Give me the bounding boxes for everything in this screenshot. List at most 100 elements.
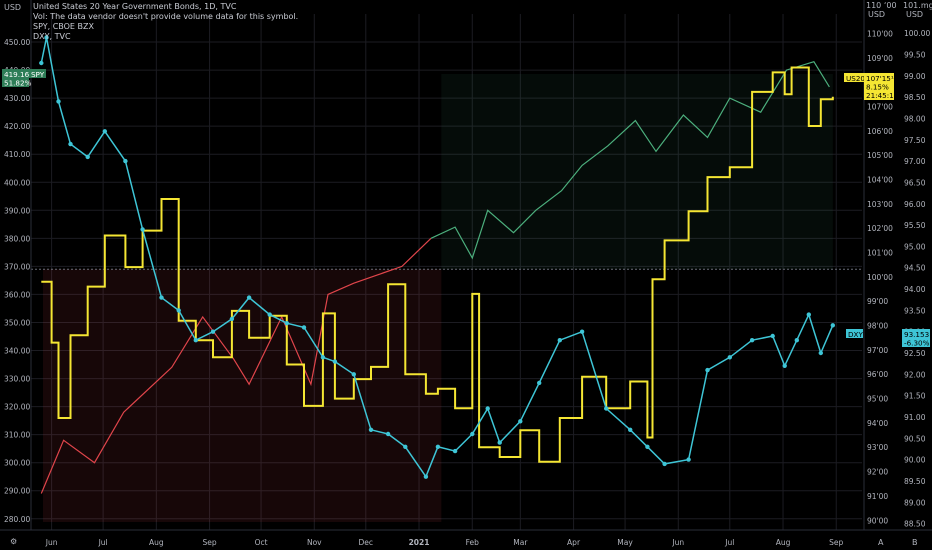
dxy-point <box>246 295 252 300</box>
us20-line <box>41 66 834 463</box>
legend-us20[interactable]: United States 20 Year Government Bonds, … <box>33 2 237 11</box>
mid-axis-unit-bottom: USD <box>868 10 886 19</box>
us20-value-badge-text-2: 21:45:18 <box>866 91 899 100</box>
dxy-markers <box>39 35 835 479</box>
settings-icon[interactable]: ⚙ <box>10 537 18 546</box>
dxy-symbol-badge-text-0: DXY <box>848 330 863 339</box>
dxy-value-badge: 93.153-6.30% <box>902 329 930 348</box>
mid-tick-label: 90'00 <box>867 516 888 525</box>
x-tick-label: Aug <box>149 538 164 547</box>
dxy-point <box>267 312 272 317</box>
dxy-point <box>662 461 667 467</box>
mid-tick-label: 106'00 <box>867 127 893 136</box>
legend-volume: Vol: The data vendor doesn't provide vol… <box>33 12 299 21</box>
left-tick-label: 430.00 <box>4 94 30 103</box>
dxy-symbol-badge: DXY <box>846 329 863 339</box>
mid-tick-label: 99'00 <box>867 297 888 306</box>
dxy-point <box>727 355 732 360</box>
mid-tick-label: 102'00 <box>867 224 893 233</box>
right-tick-label: 100.00 <box>904 29 930 38</box>
scale-button[interactable]: B <box>912 538 918 547</box>
left-tick-label: 420.00 <box>4 122 30 131</box>
far-right-unit-top: 101.mg <box>903 1 932 10</box>
right-tick-label: 92.00 <box>904 370 926 379</box>
dxy-point <box>320 355 326 360</box>
dxy-point <box>140 227 145 232</box>
mid-tick-label: 101'00 <box>867 249 893 258</box>
legend-dxy[interactable]: DXY, TVC <box>33 32 71 41</box>
auto-scale-button[interactable]: A <box>878 538 884 547</box>
spy-above-fill <box>441 74 833 270</box>
dxy-point <box>518 419 523 424</box>
right-tick-label: 98.00 <box>904 114 926 123</box>
left-tick-label: 330.00 <box>4 375 30 384</box>
us20-value-badge-text-0: 107'15¹4 <box>866 74 899 83</box>
right-tick-label: 99.50 <box>904 51 926 60</box>
x-tick-label: Jul <box>98 538 108 547</box>
mid-tick-label: 100'00 <box>867 273 893 282</box>
dxy-point <box>332 359 338 364</box>
mid-tick-label: 95'00 <box>867 395 888 404</box>
left-tick-label: 380.00 <box>4 234 30 243</box>
spy-value-badge-text-0: 419.16 <box>4 70 30 79</box>
dxy-value-badge-text-1: -6.30% <box>904 339 930 348</box>
mid-tick-label: 104'00 <box>867 176 893 185</box>
x-tick-label: May <box>617 538 633 547</box>
mid-tick-label: 105'00 <box>867 151 893 160</box>
dxy-point <box>385 431 391 437</box>
right-tick-label: 94.00 <box>904 285 926 294</box>
mid-tick-label: 110'00 <box>867 29 893 38</box>
right-tick-label: 96.50 <box>904 178 926 187</box>
dxy-point <box>628 427 633 432</box>
x-tick-label: Apr <box>567 538 581 547</box>
dxy-symbol-badge-bg <box>846 329 863 338</box>
left-tick-label: 360.00 <box>4 290 30 299</box>
left-tick-label: 340.00 <box>4 347 30 356</box>
spy-line-up <box>430 60 830 260</box>
grid <box>31 14 862 530</box>
spy-symbol-badge-text-0: SPY <box>31 70 45 79</box>
dxy-value-badge-text-0: 93.153 <box>904 330 929 339</box>
dxy-point <box>301 325 307 330</box>
mid-tick-label: 107'00 <box>867 102 893 111</box>
right-tick-label: 97.50 <box>904 136 926 145</box>
dxy-point <box>537 380 542 386</box>
dxy-point <box>818 350 823 356</box>
right-tick-label: 91.50 <box>904 392 926 401</box>
dxy-point <box>210 329 216 334</box>
x-tick-label: Sep <box>829 538 843 547</box>
right-tick-label: 91.00 <box>904 413 926 422</box>
spy-value-badge-bg <box>2 69 29 87</box>
left-tick-label: 290.00 <box>4 487 30 496</box>
dxy-point <box>39 60 44 66</box>
dxy-point <box>645 444 650 449</box>
chart-legend: United States 20 Year Government Bonds, … <box>33 2 298 42</box>
dxy-point <box>686 457 691 462</box>
dxy-point <box>423 474 429 479</box>
mid-axis-unit-top: 110 ‘00 <box>866 1 897 10</box>
mid-tick-label: 97'00 <box>867 346 888 355</box>
legend-spy[interactable]: SPY, CBOE BZX <box>33 22 94 31</box>
spy-symbol-badge: SPY <box>29 69 46 79</box>
left-tick-label: 300.00 <box>4 459 30 468</box>
spy-symbol-badge-bg <box>29 69 46 78</box>
mid-tick-label: 91'00 <box>867 492 888 501</box>
us20-symbol-badge: US20 <box>844 73 865 83</box>
right-tick-label: 90.50 <box>904 434 926 443</box>
dxy-point <box>176 308 181 313</box>
dxy-point <box>68 141 73 147</box>
dxy-point <box>557 338 562 343</box>
left-tick-label: 450.00 <box>4 38 30 47</box>
right-tick-label: 93.50 <box>904 306 926 315</box>
dxy-point <box>351 372 356 377</box>
mid-tick-label: 94'00 <box>867 419 888 428</box>
right-tick-label: 95.50 <box>904 221 926 230</box>
dxy-point <box>470 431 475 437</box>
right-tick-label: 92.50 <box>904 349 926 358</box>
mid-tick-label: 109'00 <box>867 54 893 63</box>
x-tick-label: Mar <box>513 538 528 547</box>
x-tick-label: Jul <box>724 538 734 547</box>
dxy-point <box>806 312 811 317</box>
